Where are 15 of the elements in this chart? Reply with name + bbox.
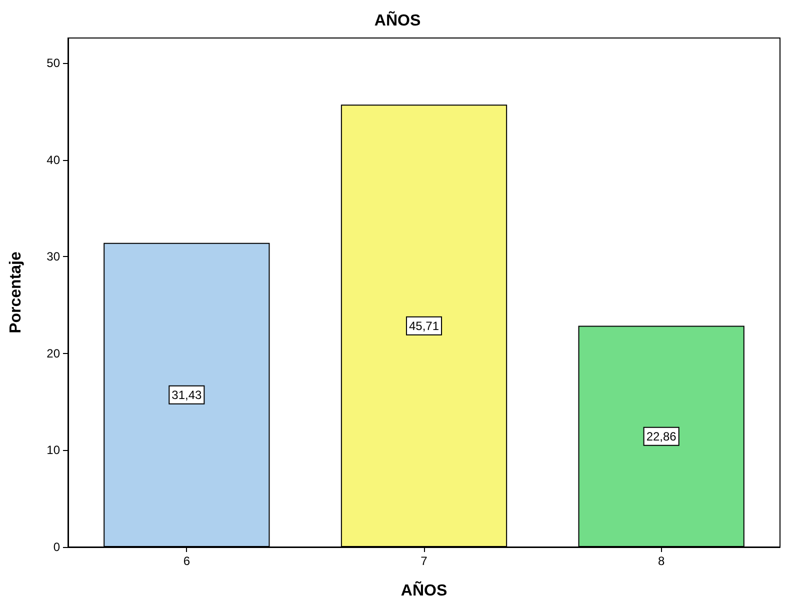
y-tick-label: 50 [46,56,60,70]
y-axis-title: Porcentaje [8,251,24,334]
y-tick-label: 30 [46,250,60,264]
y-tick-label: 10 [46,443,60,458]
x-tick-label: 8 [658,554,665,568]
x-tick-label: 7 [420,554,428,568]
data-label: 22,86 [646,429,677,444]
data-label: 31,43 [172,388,202,402]
y-tick-label: 20 [46,346,60,360]
data-label: 45,71 [408,318,440,333]
y-tick-label: 40 [46,152,60,167]
x-axis-title: AÑOS [400,580,448,600]
x-tick-label: 6 [183,554,190,568]
chart-title: AÑOS [374,10,421,30]
y-tick-label: 0 [53,540,60,554]
